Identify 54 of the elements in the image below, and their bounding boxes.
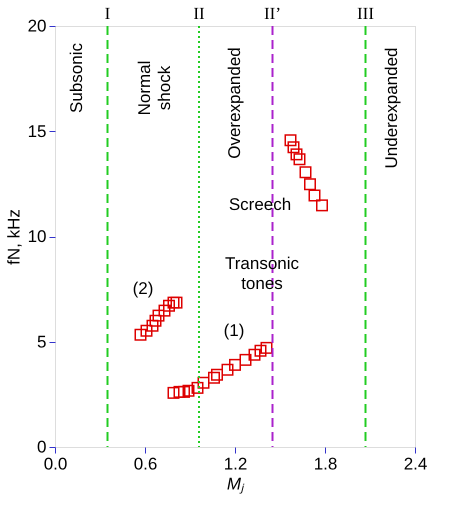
x-tick-label: 1.2 [224,454,248,474]
annotation: Subsonic [67,42,86,113]
x-axis-title: Mⱼ [226,474,246,494]
ref-line-label: II [193,4,205,23]
point [240,354,252,366]
point [304,178,316,190]
point [222,364,234,376]
x-tick-label: 2.4 [404,454,428,474]
point [290,148,302,160]
point [260,342,272,354]
annotation: Screech [228,195,292,214]
ref-line-label: III [357,4,374,23]
point [316,199,328,212]
point [300,166,312,178]
point [284,134,296,146]
point [192,382,204,394]
point [198,376,210,389]
annotation: Transonic tones [224,254,300,293]
point [140,324,152,337]
x-tick-label: 1.8 [314,454,338,474]
y-tick-label: 10 [28,227,46,246]
point [248,348,260,361]
ref-line-label: I [104,4,111,23]
point [288,141,300,154]
x-tick-label: 0.0 [44,454,68,474]
point [308,189,320,202]
y-tick-label: 5 [37,332,46,352]
point [182,384,194,397]
annotation: (1) [224,321,244,340]
point [170,296,182,309]
y-tick-label: 20 [28,16,46,36]
point [174,386,186,398]
point [208,372,220,384]
point [168,386,180,399]
annotation: Underexpanded [382,48,401,168]
point [163,300,175,312]
point [229,358,241,371]
point [134,328,146,341]
point [146,320,158,332]
annotation: Overexpanded [225,47,244,159]
y-tick-label: 0 [37,438,46,456]
point [150,314,162,327]
point [152,310,164,322]
y-tick-label: 15 [28,122,46,141]
point [158,304,170,317]
x-tick-label: 0.6 [134,454,158,474]
point [168,296,180,309]
ref-line-label: II’ [264,4,281,23]
point [254,344,266,357]
y-axis-title: fN, kHz [4,209,24,265]
annotation: Normal shock [135,60,174,116]
point [211,368,223,381]
annotation: (2) [132,279,154,298]
point [294,153,306,166]
